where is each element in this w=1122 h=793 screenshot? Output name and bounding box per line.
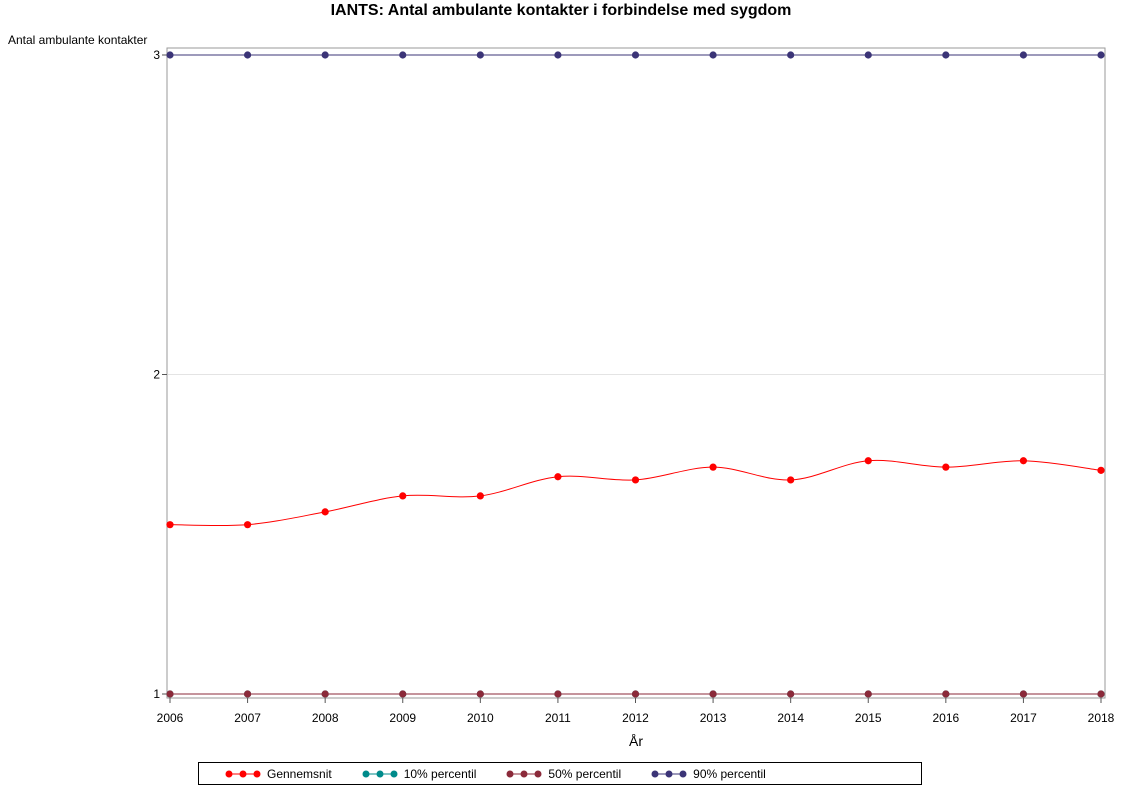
data-point-90-percentil bbox=[476, 51, 484, 59]
data-point-50-percentil bbox=[864, 690, 872, 698]
data-point-90-percentil bbox=[631, 51, 640, 59]
x-tick-label: 2018 bbox=[1088, 711, 1115, 725]
data-point-90-percentil bbox=[942, 51, 950, 59]
data-point-90-percentil bbox=[321, 51, 329, 59]
data-point-gennemsnit bbox=[554, 473, 562, 481]
grid-layer bbox=[168, 54, 1104, 695]
data-point-50-percentil bbox=[1097, 690, 1105, 698]
data-point-50-percentil bbox=[631, 690, 640, 698]
data-point-90-percentil bbox=[1019, 51, 1028, 59]
data-point-50-percentil bbox=[554, 690, 562, 698]
x-tick-label: 2014 bbox=[777, 711, 804, 725]
legend-symbol-gennemsnit bbox=[225, 770, 261, 777]
x-tick-label: 2016 bbox=[932, 711, 959, 725]
legend-item-50-percentil: 50% percentil bbox=[506, 767, 621, 781]
legend-symbol-10-percentil bbox=[362, 770, 398, 777]
series-line-gennemsnit bbox=[169, 459, 1102, 527]
data-point-90-percentil bbox=[399, 51, 407, 59]
data-point-gennemsnit bbox=[476, 492, 484, 500]
x-tick-label: 2010 bbox=[467, 711, 494, 725]
x-tick-label: 2012 bbox=[622, 711, 649, 725]
x-tick-label: 2013 bbox=[700, 711, 727, 725]
data-point-gennemsnit bbox=[399, 492, 407, 500]
data-point-gennemsnit bbox=[243, 521, 252, 529]
legend-item-gennemsnit: Gennemsnit bbox=[225, 767, 332, 781]
legend-label-gennemsnit: Gennemsnit bbox=[267, 766, 332, 781]
data-point-gennemsnit bbox=[1097, 466, 1105, 474]
x-axis-label: År bbox=[629, 733, 643, 749]
data-point-50-percentil bbox=[321, 690, 329, 698]
x-tick-label: 2011 bbox=[545, 711, 571, 725]
x-tick-label: 2007 bbox=[234, 711, 261, 725]
data-point-50-percentil bbox=[787, 690, 795, 698]
data-point-90-percentil bbox=[864, 51, 872, 59]
data-point-50-percentil bbox=[709, 690, 717, 698]
data-point-50-percentil bbox=[166, 690, 174, 698]
data-point-gennemsnit bbox=[787, 476, 795, 484]
y-tick-label: 2 bbox=[153, 368, 160, 382]
legend: Gennemsnit 10% percentil 50% percentil 90% … bbox=[198, 762, 922, 785]
axes-layer: 1 2 3 2006 2007 2008 2009 2010 2011 2012 2013 2014 2… bbox=[153, 48, 1114, 725]
data-point-90-percentil bbox=[787, 51, 795, 59]
data-point-90-percentil bbox=[1097, 51, 1105, 59]
legend-label-90-percentil: 90% percentil bbox=[693, 766, 766, 781]
legend-item-10-percentil: 10% percentil bbox=[362, 766, 477, 781]
data-point-50-percentil bbox=[476, 690, 484, 698]
data-point-90-percentil bbox=[166, 51, 174, 59]
data-point-90-percentil bbox=[709, 51, 717, 59]
data-point-50-percentil bbox=[399, 690, 407, 698]
data-point-gennemsnit bbox=[631, 476, 640, 484]
series-layer bbox=[166, 51, 1105, 698]
x-tick-label: 2015 bbox=[855, 711, 882, 725]
data-point-gennemsnit bbox=[709, 463, 717, 471]
y-axis-label: Antal ambulante kontakter bbox=[8, 33, 148, 47]
x-tick-label: 2017 bbox=[1010, 711, 1037, 725]
x-tick-label: 2006 bbox=[157, 711, 184, 725]
data-point-gennemsnit bbox=[942, 463, 950, 471]
legend-label-50-percentil: 50% percentil bbox=[548, 766, 622, 781]
data-point-gennemsnit bbox=[864, 457, 872, 465]
x-tick-label: 2009 bbox=[389, 711, 416, 725]
data-point-50-percentil bbox=[942, 690, 950, 698]
x-tick-label: 2008 bbox=[312, 711, 339, 725]
legend-symbol-50-percentil bbox=[506, 770, 542, 777]
data-point-50-percentil bbox=[243, 690, 252, 698]
data-point-gennemsnit bbox=[321, 508, 329, 516]
y-tick-label: 3 bbox=[153, 48, 160, 62]
data-point-gennemsnit bbox=[166, 521, 174, 529]
legend-symbol-90-percentil bbox=[651, 770, 687, 777]
chart-title: IANTS: Antal ambulante kontakter i forbi… bbox=[330, 2, 792, 19]
legend-label-10-percentil: 10% percentil bbox=[403, 766, 477, 781]
data-point-90-percentil bbox=[243, 51, 252, 59]
legend-item-90-percentil: 90% percentil bbox=[651, 767, 766, 781]
data-point-90-percentil bbox=[554, 51, 562, 59]
plot-frame bbox=[166, 47, 1106, 699]
data-point-50-percentil bbox=[1019, 690, 1028, 698]
y-tick-label: 1 bbox=[153, 687, 160, 701]
data-point-gennemsnit bbox=[1019, 457, 1028, 465]
